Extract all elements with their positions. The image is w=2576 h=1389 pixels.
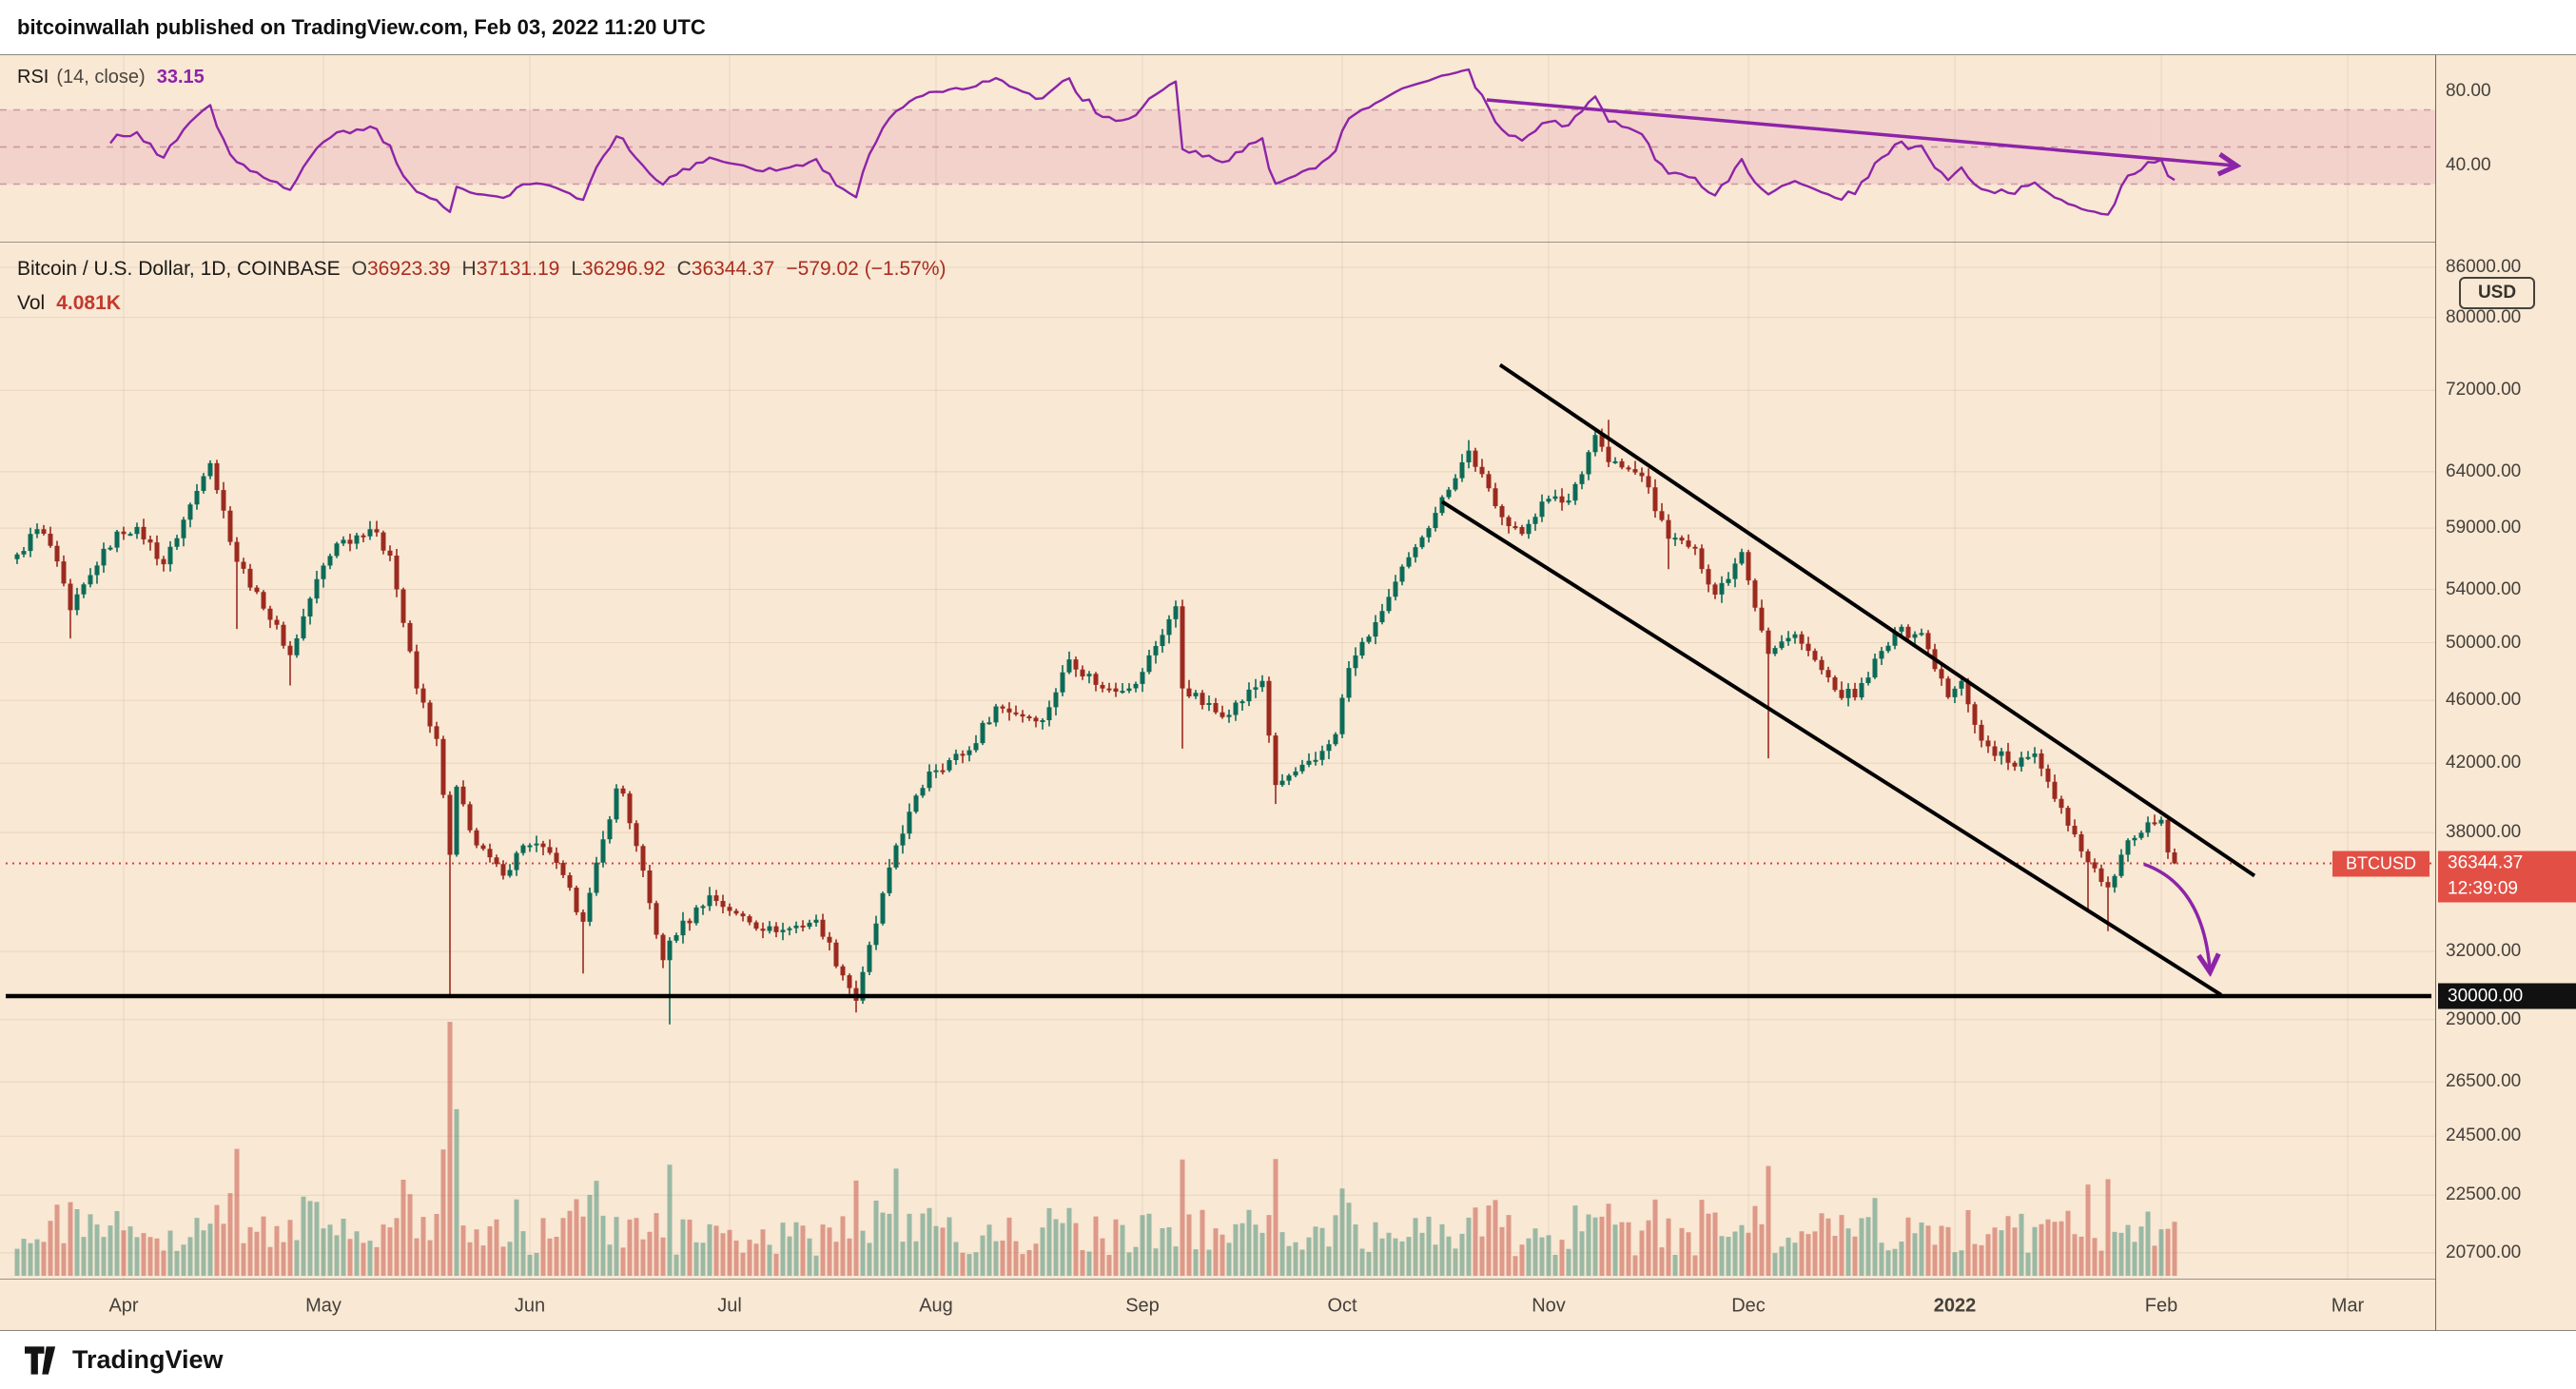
symbol-legend-title: Bitcoin / U.S. Dollar, 1D, COINBASE xyxy=(17,258,341,280)
chart-area: RSI (14, close) 33.15 Bitcoin / U.S. Dol… xyxy=(0,54,2576,1332)
rsi-axis-label: 80.00 xyxy=(2446,81,2491,101)
time-axis-label: Dec xyxy=(1731,1295,1766,1317)
price-axis-label: 20700.00 xyxy=(2446,1242,2522,1262)
price-axis-label: 22500.00 xyxy=(2446,1184,2522,1205)
last-price-badge: 36344.37 xyxy=(2438,851,2576,876)
rsi-axis-label: 40.00 xyxy=(2446,155,2491,175)
rsi-trend-arrow[interactable] xyxy=(1486,98,2234,166)
price-axis[interactable]: USD 36344.37 12:39:09 30000.00 86000.00 8… xyxy=(2435,55,2576,1332)
price-plot[interactable] xyxy=(0,243,2435,1280)
candles-down[interactable] xyxy=(41,435,2177,1001)
time-axis-label: Jul xyxy=(717,1295,742,1317)
price-axis-label: 80000.00 xyxy=(2446,306,2522,327)
time-axis-label: May xyxy=(305,1295,342,1317)
time-axis-label: 2022 xyxy=(1933,1295,1977,1317)
legend-low: L36296.92 xyxy=(571,258,666,280)
price-axis-label: 32000.00 xyxy=(2446,941,2522,962)
candles-up[interactable] xyxy=(14,435,2164,1001)
price-axis-label: 64000.00 xyxy=(2446,460,2522,481)
price-axis-label: 46000.00 xyxy=(2446,690,2522,711)
bar-countdown-badge: 12:39:09 xyxy=(2438,876,2576,902)
price-axis-label: 24500.00 xyxy=(2446,1125,2522,1146)
rsi-legend-title: RSI xyxy=(17,67,49,88)
price-axis-label: 38000.00 xyxy=(2446,822,2522,843)
time-axis-label: Nov xyxy=(1532,1295,1566,1317)
attribution-bar: bitcoinwallah published on TradingView.c… xyxy=(0,0,2576,54)
price-panel: Bitcoin / U.S. Dollar, 1D, COINBASE O369… xyxy=(0,243,2435,1280)
tradingview-logo-icon xyxy=(25,1345,56,1375)
time-axis-label: Feb xyxy=(2144,1295,2178,1317)
time-axis-label: Oct xyxy=(1327,1295,1357,1317)
time-axis-label: Mar xyxy=(2331,1295,2365,1317)
price-down-arrow[interactable] xyxy=(2143,862,2210,969)
price-axis-label: 26500.00 xyxy=(2446,1071,2522,1092)
channel-trendline-2[interactable] xyxy=(1440,499,2223,997)
price-axis-label: 50000.00 xyxy=(2446,632,2522,653)
price-axis-label: 59000.00 xyxy=(2446,518,2522,538)
support-level-badge: 30000.00 xyxy=(2438,983,2576,1009)
rsi-legend-params: (14, close) xyxy=(56,67,146,88)
volume-bars-down xyxy=(41,1022,2177,1276)
brand-name: TradingView xyxy=(72,1345,224,1374)
price-axis-label: 86000.00 xyxy=(2446,257,2522,277)
price-axis-label: 42000.00 xyxy=(2446,753,2522,773)
price-axis-label: 29000.00 xyxy=(2446,1008,2522,1029)
time-axis[interactable]: Apr May Jun Jul Aug Sep Oct Nov Dec 2022 Feb Mar xyxy=(0,1281,2435,1332)
rsi-legend: RSI (14, close) 33.15 xyxy=(17,67,205,88)
legend-open: O36923.39 xyxy=(351,258,451,280)
currency-toggle-button[interactable]: USD xyxy=(2459,277,2535,309)
symbol-legend: Bitcoin / U.S. Dollar, 1D, COINBASE O369… xyxy=(17,258,946,281)
rsi-plot[interactable] xyxy=(0,55,2435,243)
channel-trendline-1[interactable] xyxy=(1498,362,2256,878)
time-axis-label: Apr xyxy=(108,1295,139,1317)
rsi-panel: RSI (14, close) 33.15 xyxy=(0,55,2435,243)
time-axis-label: Aug xyxy=(919,1295,953,1317)
time-axis-label: Sep xyxy=(1125,1295,1160,1317)
legend-change: −579.02 (−1.57%) xyxy=(786,258,946,280)
tradingview-logo-link[interactable]: TradingView xyxy=(25,1345,224,1375)
time-axis-label: Jun xyxy=(514,1295,546,1317)
rsi-legend-value: 33.15 xyxy=(156,67,205,88)
price-axis-label: 72000.00 xyxy=(2446,380,2522,401)
footer-bar: TradingView xyxy=(0,1331,2576,1389)
attribution-text: bitcoinwallah published on TradingView.c… xyxy=(17,14,706,39)
volume-legend: Vol 4.081K xyxy=(17,292,121,315)
volume-legend-value: 4.081K xyxy=(56,292,121,314)
symbol-price-flag: BTCUSD xyxy=(2332,851,2430,876)
legend-high: H37131.19 xyxy=(461,258,560,280)
volume-legend-label: Vol xyxy=(17,292,46,314)
rsi-line[interactable] xyxy=(109,68,2176,216)
price-axis-label: 54000.00 xyxy=(2446,578,2522,599)
legend-close: C36344.37 xyxy=(676,258,775,280)
